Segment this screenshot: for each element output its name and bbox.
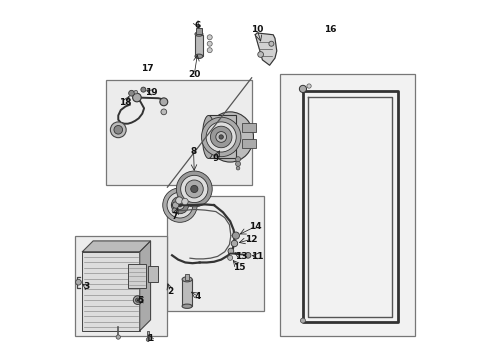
Text: 8: 8 (190, 147, 196, 156)
Polygon shape (255, 33, 276, 65)
Text: 15: 15 (233, 264, 245, 273)
Circle shape (134, 90, 137, 94)
Ellipse shape (202, 116, 214, 158)
Text: 3: 3 (83, 282, 90, 291)
Text: 7: 7 (171, 212, 178, 221)
Circle shape (163, 188, 197, 222)
Polygon shape (82, 241, 150, 252)
Bar (147, 266, 158, 282)
Circle shape (236, 166, 239, 170)
Ellipse shape (206, 112, 253, 162)
Bar (75, 235, 166, 336)
Circle shape (135, 298, 140, 302)
Circle shape (176, 171, 212, 207)
Circle shape (171, 197, 188, 214)
Bar (167, 196, 264, 311)
Circle shape (210, 126, 231, 148)
Circle shape (116, 335, 120, 339)
Circle shape (185, 180, 203, 198)
Circle shape (244, 252, 250, 258)
Circle shape (76, 279, 81, 285)
Text: 17: 17 (141, 64, 154, 73)
Circle shape (132, 93, 141, 102)
Bar (242, 139, 256, 148)
Circle shape (207, 41, 212, 46)
Bar (242, 123, 256, 132)
Text: 9: 9 (212, 154, 219, 163)
Text: 11: 11 (250, 252, 263, 261)
Bar (280, 74, 414, 336)
Circle shape (207, 35, 212, 40)
Circle shape (306, 84, 310, 88)
Circle shape (235, 161, 240, 166)
Text: 16: 16 (324, 25, 336, 34)
Circle shape (299, 85, 306, 93)
Circle shape (190, 185, 198, 193)
Text: 12: 12 (245, 235, 257, 244)
Bar (208, 116, 235, 158)
Circle shape (227, 255, 232, 260)
Circle shape (180, 175, 207, 203)
Text: 1: 1 (147, 334, 153, 343)
Circle shape (146, 338, 149, 341)
Text: 18: 18 (119, 98, 131, 107)
Circle shape (201, 117, 241, 157)
Ellipse shape (182, 304, 192, 309)
Circle shape (268, 41, 273, 46)
Circle shape (219, 135, 223, 139)
Bar (147, 331, 149, 338)
Circle shape (227, 248, 233, 254)
Bar (106, 80, 251, 185)
Circle shape (300, 318, 305, 323)
Circle shape (235, 157, 240, 162)
Text: 20: 20 (188, 70, 200, 79)
Circle shape (172, 202, 179, 208)
Circle shape (215, 132, 226, 142)
Text: 6: 6 (194, 21, 201, 30)
Text: 13: 13 (234, 252, 246, 261)
Bar (182, 279, 192, 306)
Ellipse shape (182, 277, 192, 282)
Bar (195, 35, 203, 56)
Circle shape (178, 203, 182, 207)
Bar (196, 28, 202, 34)
Text: 19: 19 (144, 87, 157, 96)
Circle shape (175, 197, 183, 204)
Polygon shape (140, 241, 150, 330)
Circle shape (160, 98, 167, 106)
Text: 2: 2 (167, 287, 173, 296)
Circle shape (231, 240, 237, 247)
Text: 5: 5 (137, 296, 143, 305)
Bar (128, 264, 145, 288)
Circle shape (206, 122, 236, 152)
Circle shape (167, 192, 192, 218)
Text: 10: 10 (250, 25, 263, 34)
Circle shape (207, 48, 212, 53)
Circle shape (257, 51, 263, 57)
Bar (184, 274, 189, 280)
Ellipse shape (195, 32, 203, 36)
Circle shape (182, 198, 188, 205)
Text: 4: 4 (194, 292, 201, 301)
Ellipse shape (195, 54, 203, 58)
Bar (82, 252, 140, 330)
Circle shape (110, 122, 126, 138)
Circle shape (172, 208, 177, 213)
Circle shape (114, 126, 122, 134)
Circle shape (175, 201, 184, 210)
Text: 14: 14 (248, 222, 261, 231)
Circle shape (232, 232, 239, 239)
Circle shape (128, 90, 134, 96)
Circle shape (133, 296, 142, 305)
Circle shape (161, 109, 166, 115)
Circle shape (141, 87, 145, 92)
